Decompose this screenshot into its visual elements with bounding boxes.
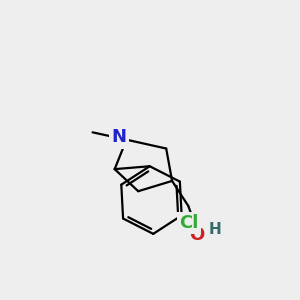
Text: Cl: Cl <box>179 214 198 232</box>
Text: H: H <box>208 222 221 237</box>
Text: N: N <box>112 128 127 146</box>
Text: O: O <box>190 226 205 244</box>
